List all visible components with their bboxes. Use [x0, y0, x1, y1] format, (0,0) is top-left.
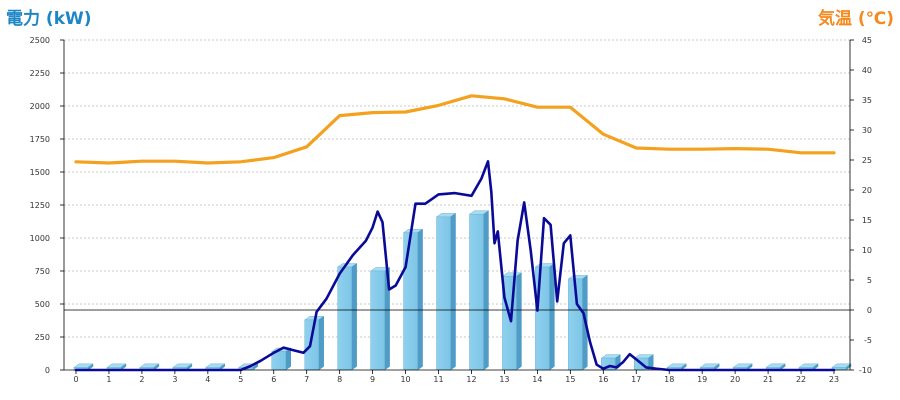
- x-tick-label: 2: [139, 375, 144, 384]
- x-tick-label: 23: [829, 375, 839, 384]
- grid-lines: [64, 39, 850, 338]
- x-tick-label: 0: [73, 375, 78, 384]
- x-tick-label: 3: [172, 375, 177, 384]
- x-tick-label: 11: [433, 375, 443, 384]
- bar-side: [318, 315, 324, 371]
- x-tick-label: 4: [205, 375, 210, 384]
- right-tick-label: 40: [862, 66, 872, 75]
- bar-side: [351, 263, 357, 371]
- x-tick-label: 15: [565, 375, 575, 384]
- bar-front: [403, 232, 418, 371]
- right-tick-label: 20: [862, 186, 872, 195]
- x-tick-label: 12: [466, 375, 476, 384]
- x-tick-label: 17: [631, 375, 641, 384]
- left-tick-label: 1500: [30, 168, 50, 177]
- x-tick-label: 14: [532, 375, 542, 384]
- chart-lines: [74, 94, 836, 372]
- x-tick-label: 20: [730, 375, 740, 384]
- temperature-line: [74, 94, 836, 165]
- right-axis-ticks: -10 -5 0 5 10 15 20 25 30 35 40 45: [850, 36, 872, 375]
- x-tick-label: 22: [796, 375, 806, 384]
- left-tick-label: 750: [35, 267, 50, 276]
- x-tick-label: 19: [697, 375, 707, 384]
- power-bars: [73, 210, 852, 371]
- power-bar: [336, 263, 358, 371]
- power-bar: [205, 363, 226, 371]
- bar-front: [370, 270, 385, 371]
- power-bar: [106, 363, 127, 371]
- x-tick-label: 16: [598, 375, 608, 384]
- left-tick-label: 2500: [30, 36, 50, 45]
- left-tick-label: 2250: [30, 69, 50, 78]
- power-bar: [270, 347, 292, 371]
- x-tick-label: 1: [106, 375, 111, 384]
- x-tick-label: 21: [763, 375, 773, 384]
- bar-side: [516, 272, 522, 371]
- left-tick-label: 2000: [30, 102, 50, 111]
- right-tick-label: 0: [867, 306, 872, 315]
- power-bar: [303, 315, 325, 371]
- right-tick-label: 15: [862, 216, 872, 225]
- power-bar: [172, 363, 193, 371]
- right-axis-title: 気温 (℃): [817, 8, 894, 29]
- power-bar: [468, 210, 490, 371]
- x-tick-label: 7: [304, 375, 309, 384]
- right-tick-label: 10: [862, 246, 872, 255]
- bar-front: [469, 213, 484, 371]
- bar-front: [304, 319, 319, 371]
- bar-side: [483, 210, 489, 371]
- left-axis-ticks: 0 250 500 750 1000 1250 1500 1750 2000 2250 2500: [30, 36, 64, 375]
- right-tick-label: -10: [859, 366, 872, 375]
- left-axis-title: 電力 (kW): [6, 8, 92, 29]
- power-bar: [73, 363, 94, 371]
- right-tick-label: 35: [862, 96, 872, 105]
- power-line: [74, 160, 836, 372]
- left-tick-label: 250: [35, 333, 50, 342]
- right-tick-label: 45: [862, 36, 872, 45]
- bar-side: [285, 347, 291, 371]
- power-bar: [435, 212, 457, 371]
- right-tick-label: 30: [862, 126, 872, 135]
- x-tick-label: 5: [238, 375, 243, 384]
- bar-front: [535, 266, 550, 371]
- left-tick-label: 1000: [30, 234, 50, 243]
- bar-side: [450, 212, 456, 371]
- x-tick-label: 10: [400, 375, 410, 384]
- power-bar: [402, 228, 424, 371]
- left-tick-label: 0: [45, 366, 50, 375]
- right-tick-label: 25: [862, 156, 872, 165]
- x-tick-label: 8: [337, 375, 342, 384]
- right-tick-label: 5: [867, 276, 872, 285]
- left-tick-label: 500: [35, 300, 50, 309]
- power-bar: [798, 363, 819, 371]
- left-tick-label: 1750: [30, 135, 50, 144]
- power-bar: [732, 363, 753, 371]
- power-bar: [369, 267, 391, 371]
- power-bar: [139, 363, 160, 371]
- bar-front: [436, 216, 451, 371]
- bar-front: [271, 351, 286, 371]
- x-tick-label: 9: [370, 375, 375, 384]
- x-axis-ticks: 0 1 2 3 4 5 6 7 8 9 10 11 12 13 14 15 16 17 18 19 20 21 22 23: [73, 370, 839, 384]
- power-bar: [699, 363, 720, 371]
- left-tick-label: 1250: [30, 201, 50, 210]
- x-tick-label: 6: [271, 375, 276, 384]
- bar-side: [417, 228, 423, 371]
- power-bar: [567, 274, 589, 371]
- bar-front: [337, 266, 352, 371]
- bar-side: [549, 263, 555, 371]
- right-tick-label: -5: [864, 336, 872, 345]
- power-bar: [534, 263, 556, 371]
- x-tick-label: 18: [664, 375, 674, 384]
- x-tick-label: 13: [499, 375, 509, 384]
